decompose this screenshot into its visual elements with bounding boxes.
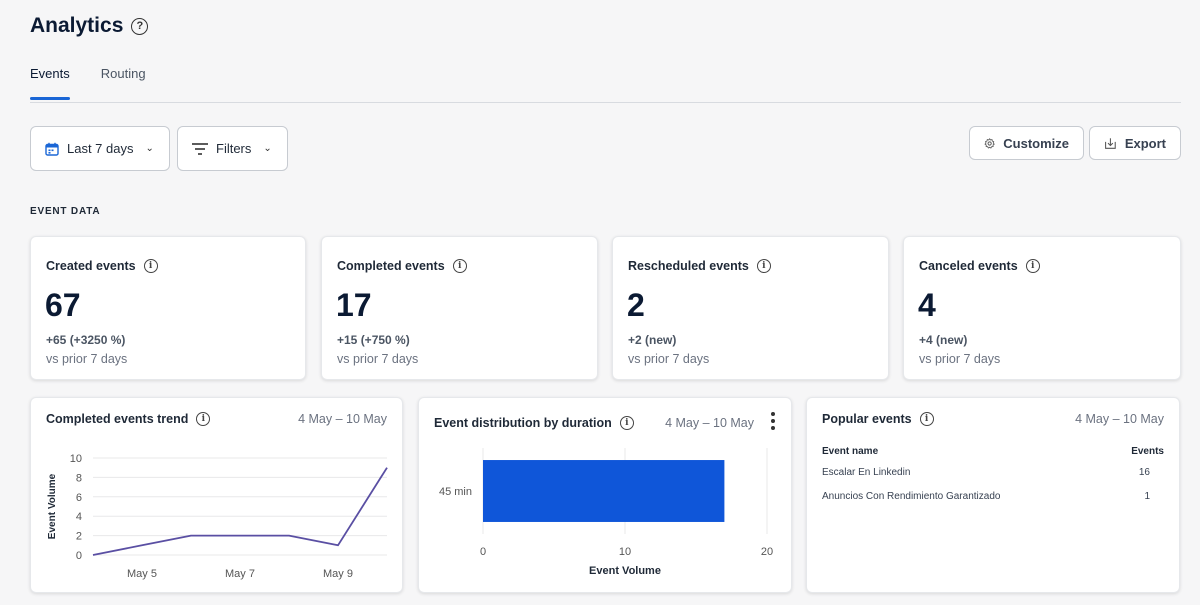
export-button[interactable]: Export [1089, 126, 1181, 160]
table-row[interactable]: Anuncios Con Rendimiento Garantizado 1 [822, 491, 1164, 515]
tab-events[interactable]: Events [30, 66, 70, 100]
chevron-down-icon: ⌄ [145, 143, 154, 154]
y-tick-label: 8 [76, 472, 82, 484]
stat-delta: +4 (new) [919, 333, 968, 347]
x-tick-label: May 5 [127, 568, 157, 580]
bar [483, 460, 725, 522]
stat-delta: +2 (new) [628, 333, 677, 347]
stat-comparison: vs prior 7 days [46, 352, 128, 366]
date-range-dropdown[interactable]: Last 7 days ⌄ [30, 126, 170, 171]
filter-icon [192, 142, 208, 155]
stat-comparison: vs prior 7 days [628, 352, 710, 366]
more-options-icon[interactable] [771, 412, 775, 430]
page-title: Analytics ? [30, 14, 149, 38]
trend-chart: 0 2 4 6 8 10 Event Volume May 5 May 7 May 9 [47, 453, 388, 580]
x-tick-label: May 9 [323, 568, 353, 580]
section-label: EVENT DATA [30, 206, 101, 217]
x-tick-label: May 7 [225, 568, 255, 580]
stat-delta: +65 (+3250 %) [46, 333, 126, 347]
y-tick-label: 0 [76, 550, 82, 562]
info-icon[interactable]: i [452, 259, 467, 273]
info-icon[interactable]: i [1025, 259, 1040, 273]
trend-card-date: 4 May – 10 May [298, 412, 387, 426]
x-axis-label: Event Volume [589, 565, 661, 577]
x-tick-label: 0 [480, 546, 486, 558]
y-tick-label: 6 [76, 492, 82, 504]
distribution-card-title: Event distribution by duration [434, 416, 612, 430]
stat-delta: +15 (+750 %) [337, 333, 410, 347]
export-icon [1105, 137, 1116, 149]
popular-card-title: Popular events [822, 412, 912, 426]
x-tick-label: 20 [761, 546, 773, 558]
filters-label: Filters [216, 141, 252, 156]
stat-card-canceled: Canceled events i 4 +4 (new) vs prior 7 d… [903, 236, 1181, 380]
stat-title: Created events [46, 259, 136, 273]
info-icon[interactable]: i [196, 412, 211, 426]
y-tick-label: 45 min [439, 486, 472, 498]
event-name-cell: Anuncios Con Rendimiento Garantizado [822, 491, 1001, 502]
info-icon[interactable]: i [756, 259, 771, 273]
y-axis-label: Event Volume [47, 473, 58, 539]
tab-bar: Events Routing [30, 66, 146, 100]
customize-button[interactable]: Customize [969, 126, 1084, 160]
info-icon[interactable]: i [143, 259, 158, 273]
event-count-cell: 16 [1138, 467, 1150, 478]
popular-card-date: 4 May – 10 May [1075, 412, 1164, 426]
distribution-chart: 0 10 20 Event Volume 45 min [439, 448, 773, 577]
series-line [92, 467, 388, 556]
trend-card: Completed events trend i 4 May – 10 May 0… [30, 397, 403, 593]
popular-events-table: Event name Events Escalar En Linkedin 16… [822, 446, 1164, 515]
chevron-down-icon: ⌄ [263, 143, 272, 154]
event-name-cell: Escalar En Linkedin [822, 467, 911, 478]
stat-card-completed: Completed events i 17 +15 (+750 %) vs pri… [321, 236, 598, 380]
stat-value: 4 [918, 287, 936, 323]
stat-title: Canceled events [919, 259, 1018, 273]
table-row[interactable]: Escalar En Linkedin 16 [822, 467, 1164, 491]
export-label: Export [1124, 135, 1166, 151]
column-header-events: Events [1131, 446, 1164, 457]
x-tick-label: 10 [619, 546, 631, 558]
tab-routing[interactable]: Routing [100, 66, 146, 81]
y-tick-label: 4 [76, 511, 82, 523]
customize-label: Customize [1003, 135, 1069, 151]
stat-comparison: vs prior 7 days [919, 352, 1001, 366]
info-icon[interactable]: i [919, 412, 934, 426]
stat-value: 67 [45, 287, 81, 323]
distribution-card-date: 4 May – 10 May [665, 416, 754, 430]
stat-card-created: Created events i 67 +65 (+3250 %) vs prio… [30, 236, 306, 380]
column-header-event-name: Event name [822, 446, 879, 457]
date-range-label: Last 7 days [67, 141, 134, 156]
gear-icon [984, 137, 995, 148]
help-icon[interactable]: ? [131, 17, 149, 35]
stat-card-rescheduled: Rescheduled events i 2 +2 (new) vs prior … [612, 236, 889, 380]
y-tick-label: 10 [70, 453, 82, 465]
y-tick-label: 2 [76, 531, 82, 543]
stat-comparison: vs prior 7 days [337, 352, 419, 366]
stat-title: Rescheduled events [628, 259, 749, 273]
event-count-cell: 1 [1144, 491, 1150, 502]
stat-title: Completed events [337, 259, 445, 273]
stat-value: 17 [336, 287, 372, 323]
tab-divider [30, 102, 1181, 103]
distribution-card: Event distribution by duration i 4 May – … [418, 397, 792, 593]
calendar-icon [45, 142, 59, 156]
filters-dropdown[interactable]: Filters ⌄ [177, 126, 288, 171]
trend-card-title: Completed events trend [46, 412, 189, 426]
stat-value: 2 [627, 287, 645, 323]
info-icon[interactable]: i [619, 416, 634, 430]
popular-events-card: Popular events i 4 May – 10 May Event nam… [806, 397, 1180, 593]
